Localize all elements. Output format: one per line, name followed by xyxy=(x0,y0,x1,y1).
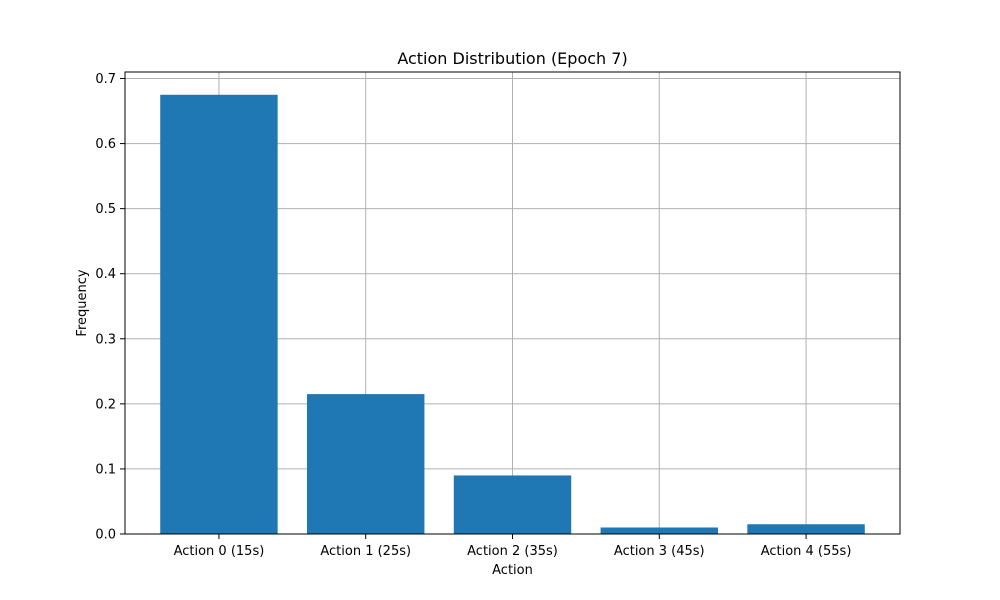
x-tick-label: Action 1 (25s) xyxy=(320,544,411,559)
y-tick-label: 0.2 xyxy=(95,397,116,412)
x-tick-label: Action 4 (55s) xyxy=(761,544,852,559)
y-tick-label: 0.3 xyxy=(95,332,116,347)
y-axis-label: Frequency xyxy=(75,269,90,336)
x-tick-label: Action 0 (15s) xyxy=(174,544,265,559)
chart-title: Action Distribution (Epoch 7) xyxy=(397,49,627,68)
x-tick-label: Action 2 (35s) xyxy=(467,544,558,559)
tick-layer: 0.0 0.1 0.2 0.3 0.4 0.5 0.6 0.7 Action 0 (15s) Ac… xyxy=(95,72,851,559)
bar xyxy=(600,527,718,534)
y-tick-label: 0.0 xyxy=(95,528,116,543)
y-tick-label: 0.1 xyxy=(95,462,116,477)
bar xyxy=(747,524,865,534)
y-tick-label: 0.5 xyxy=(95,202,116,217)
bar-layer xyxy=(160,94,865,534)
bar xyxy=(453,475,572,534)
bar xyxy=(307,394,425,534)
x-tick-label: Action 3 (45s) xyxy=(614,544,705,559)
y-tick-label: 0.7 xyxy=(95,72,116,87)
bar xyxy=(160,94,278,534)
y-tick-label: 0.4 xyxy=(95,267,116,282)
x-axis-label: Action xyxy=(492,563,533,578)
y-tick-label: 0.6 xyxy=(95,137,116,152)
